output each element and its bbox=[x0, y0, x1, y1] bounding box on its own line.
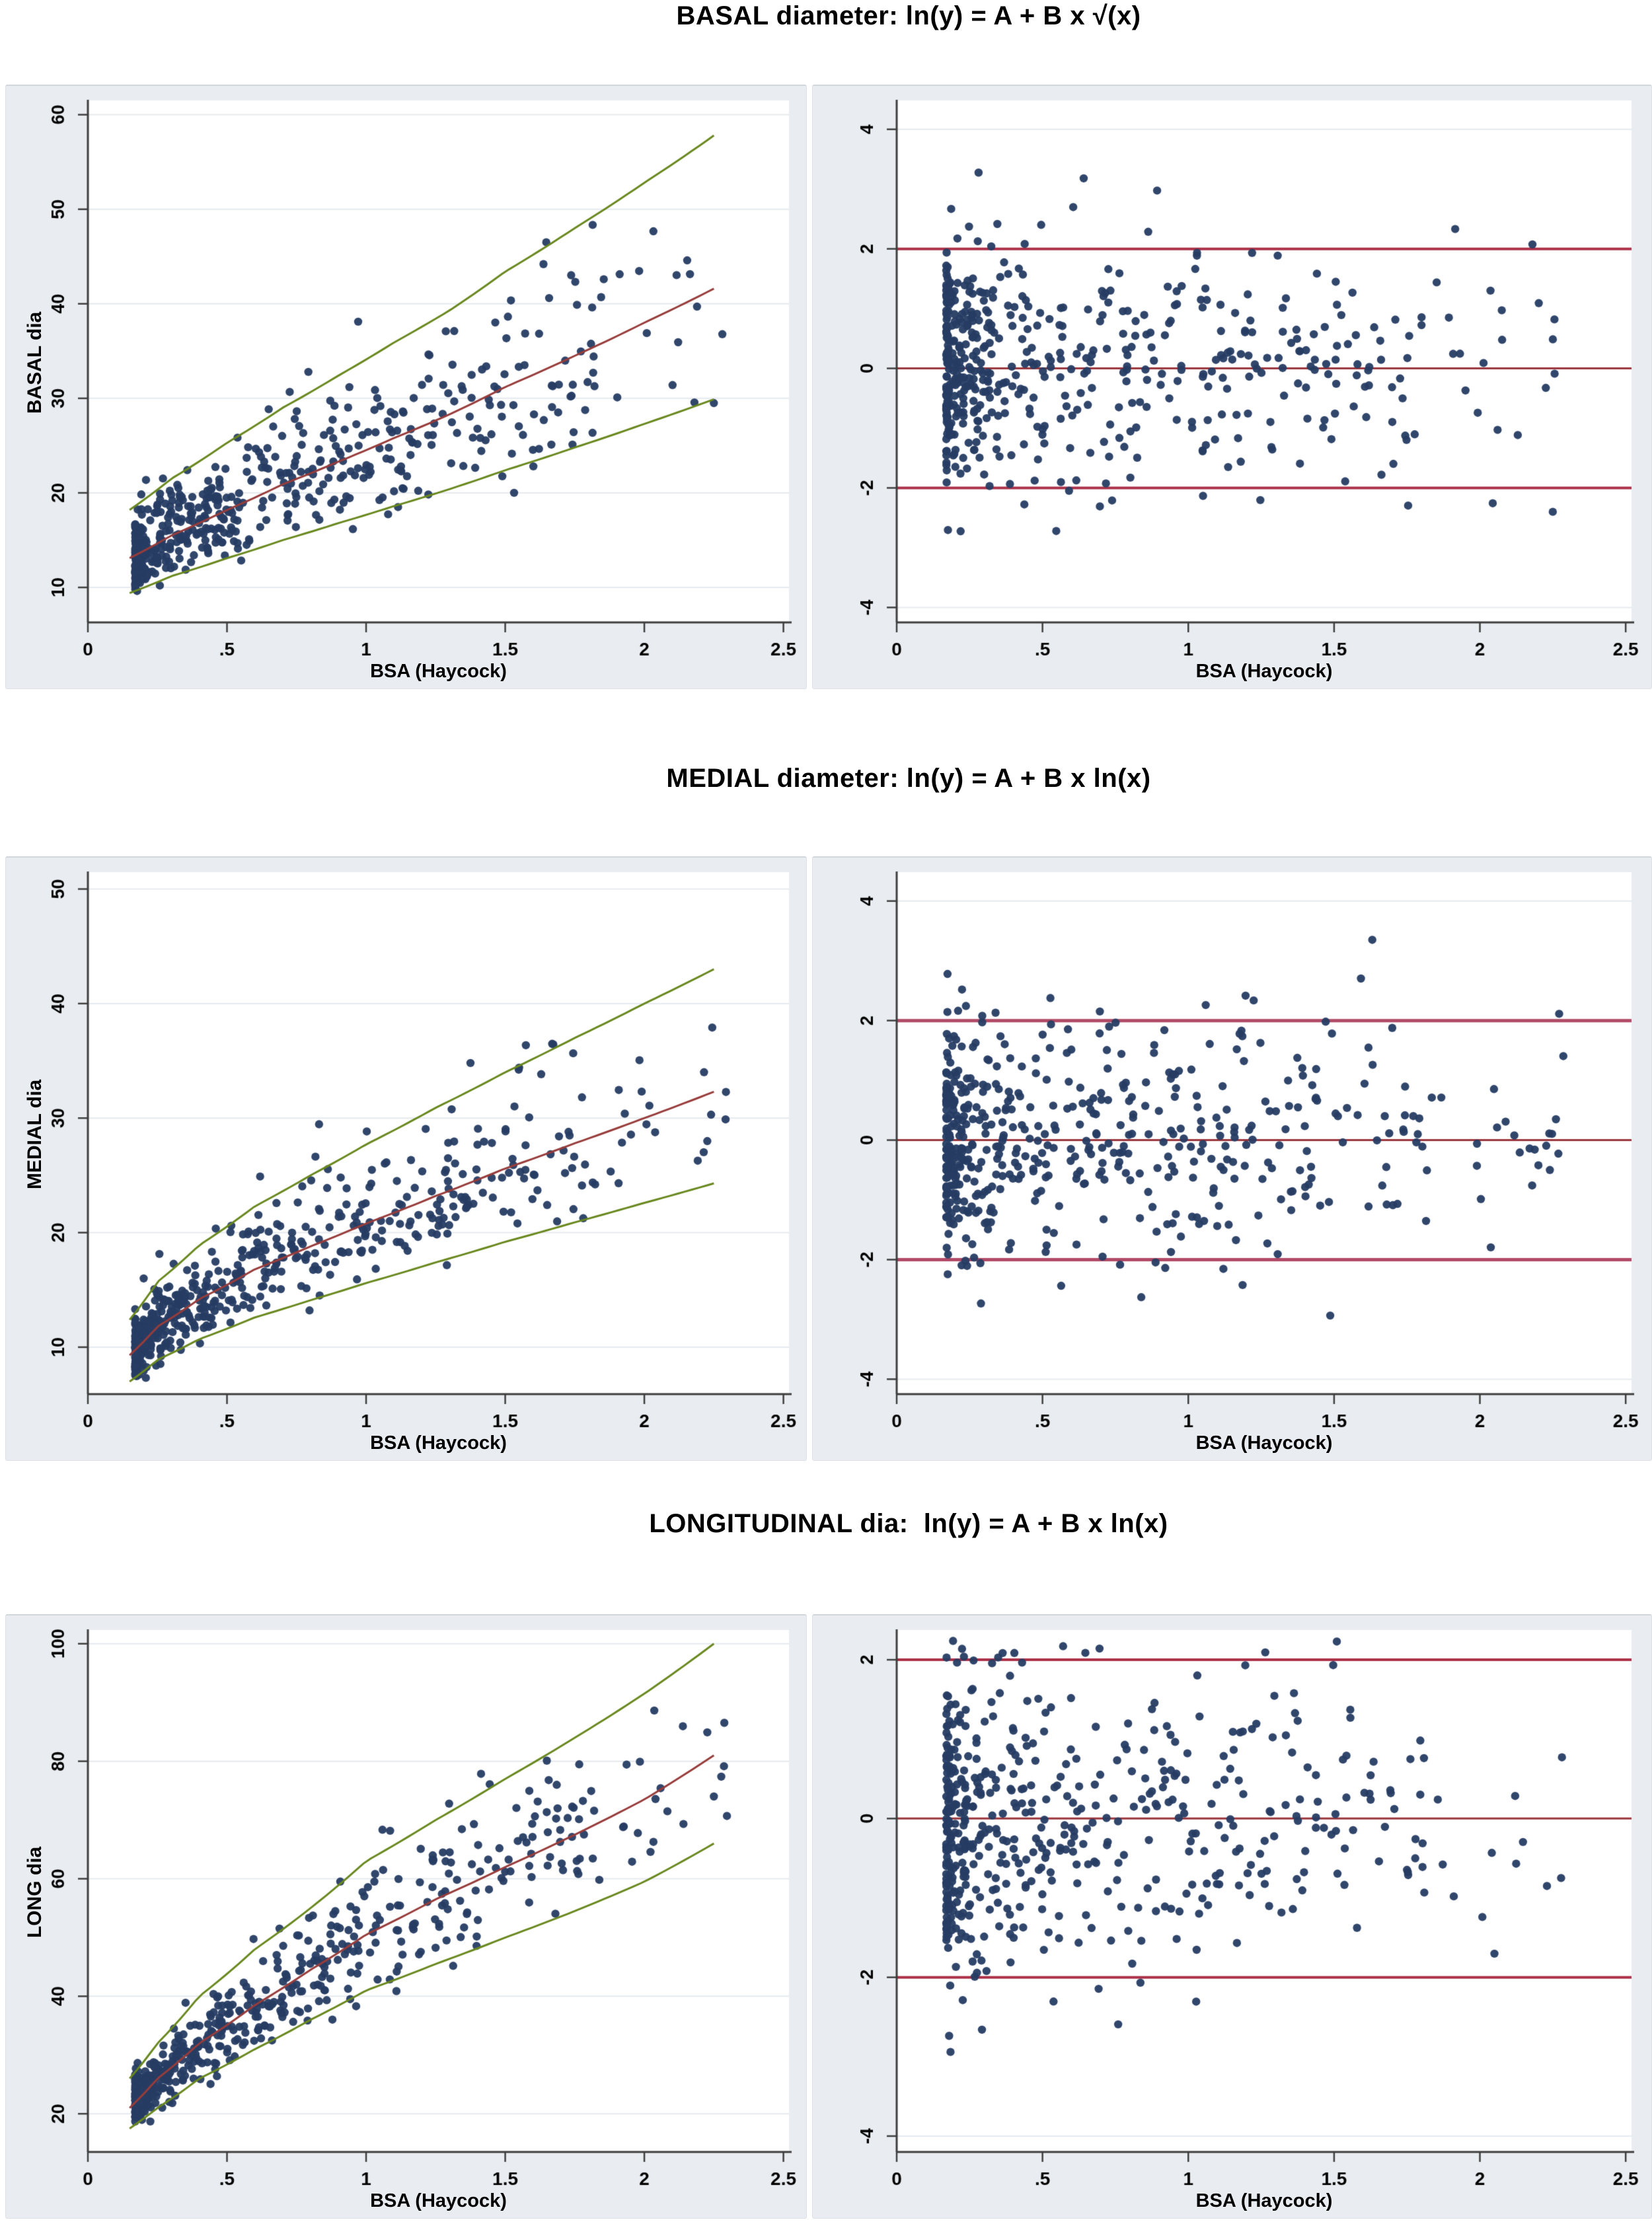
x-axis-title: BSA (Haycock) bbox=[1195, 661, 1333, 682]
chart-panel-longitudinal-fit: LONG dia BSA (Haycock) bbox=[5, 1614, 807, 2219]
panel-pair: BASAL dia BSA (Haycock) BSA (Haycock) bbox=[5, 85, 1652, 689]
panel-pair: LONG dia BSA (Haycock) BSA (Haycock) bbox=[5, 1614, 1652, 2219]
x-axis-title: BSA (Haycock) bbox=[370, 1432, 507, 1454]
scatter-plot-canvas bbox=[813, 858, 1651, 1460]
y-axis-title: BASAL dia bbox=[24, 311, 46, 414]
row-title-medial: MEDIAL diameter: ln(y) = A + B x ln(x) bbox=[666, 764, 1151, 793]
scatter-plot-canvas bbox=[813, 1615, 1651, 2218]
chart-panel-medial-fit: MEDIAL dia BSA (Haycock) bbox=[5, 856, 807, 1461]
x-axis-title: BSA (Haycock) bbox=[1195, 1432, 1333, 1454]
row-title-longitudinal: LONGITUDINAL dia: ln(y) = A + B x ln(x) bbox=[649, 1509, 1168, 1538]
chart-panel-basal-fit: BASAL dia BSA (Haycock) bbox=[5, 85, 807, 689]
chart-panel-medial-zscore: BSA (Haycock) bbox=[812, 856, 1652, 1461]
y-axis-title: MEDIAL dia bbox=[24, 1079, 46, 1189]
x-axis-title: BSA (Haycock) bbox=[1195, 2190, 1333, 2211]
panel-pair: MEDIAL dia BSA (Haycock) BSA (Haycock) bbox=[5, 856, 1652, 1461]
x-axis-title: BSA (Haycock) bbox=[370, 661, 507, 682]
y-axis-title: LONG dia bbox=[24, 1846, 46, 1938]
chart-panel-longitudinal-zscore: BSA (Haycock) bbox=[812, 1614, 1652, 2219]
scatter-plot-canvas bbox=[6, 858, 806, 1460]
scatter-plot-canvas bbox=[6, 1615, 806, 2218]
scatter-plot-canvas bbox=[813, 86, 1651, 688]
row-title-basal: BASAL diameter: ln(y) = A + B x √(x) bbox=[676, 1, 1141, 30]
chart-panel-basal-zscore: BSA (Haycock) bbox=[812, 85, 1652, 689]
scatter-plot-canvas bbox=[6, 86, 806, 688]
x-axis-title: BSA (Haycock) bbox=[370, 2190, 507, 2211]
